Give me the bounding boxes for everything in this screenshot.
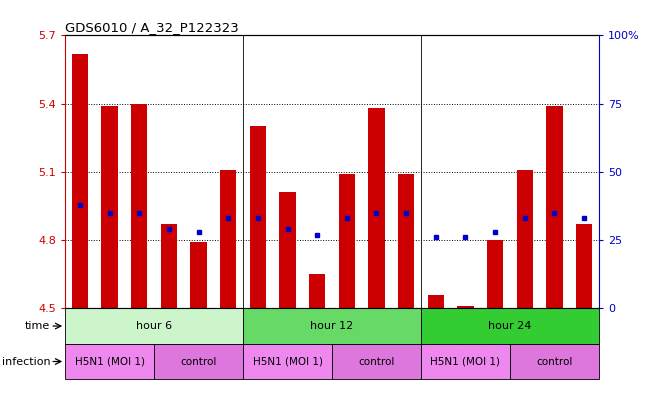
Bar xyxy=(250,126,266,308)
Bar xyxy=(487,240,503,308)
Bar xyxy=(131,104,147,308)
Text: H5N1 (MOI 1): H5N1 (MOI 1) xyxy=(253,356,322,367)
Text: hour 12: hour 12 xyxy=(311,321,353,331)
Text: control: control xyxy=(536,356,573,367)
Bar xyxy=(220,169,236,308)
Bar xyxy=(332,344,421,379)
Text: hour 6: hour 6 xyxy=(136,321,172,331)
Bar xyxy=(309,274,326,308)
Text: GDS6010 / A_32_P122323: GDS6010 / A_32_P122323 xyxy=(65,21,239,34)
Bar xyxy=(154,344,243,379)
Bar xyxy=(398,174,414,308)
Bar xyxy=(279,192,296,308)
Bar xyxy=(102,106,118,308)
Text: control: control xyxy=(180,356,217,367)
Bar xyxy=(546,106,562,308)
Bar xyxy=(576,224,592,308)
Bar xyxy=(243,308,421,344)
Bar xyxy=(65,308,243,344)
Bar xyxy=(517,169,533,308)
Bar xyxy=(190,242,207,308)
Text: H5N1 (MOI 1): H5N1 (MOI 1) xyxy=(75,356,145,367)
Bar xyxy=(457,306,474,308)
Bar xyxy=(72,53,88,308)
Text: control: control xyxy=(358,356,395,367)
Bar xyxy=(421,308,599,344)
Text: time: time xyxy=(25,321,50,331)
Bar xyxy=(421,344,510,379)
Text: hour 24: hour 24 xyxy=(488,321,532,331)
Bar xyxy=(243,344,332,379)
Text: ■: ■ xyxy=(65,392,77,393)
Text: H5N1 (MOI 1): H5N1 (MOI 1) xyxy=(430,356,501,367)
Bar xyxy=(339,174,355,308)
Bar xyxy=(428,295,444,308)
Bar xyxy=(510,344,599,379)
Bar xyxy=(65,344,154,379)
Bar xyxy=(368,108,385,308)
Bar xyxy=(161,224,177,308)
Text: infection: infection xyxy=(2,356,50,367)
